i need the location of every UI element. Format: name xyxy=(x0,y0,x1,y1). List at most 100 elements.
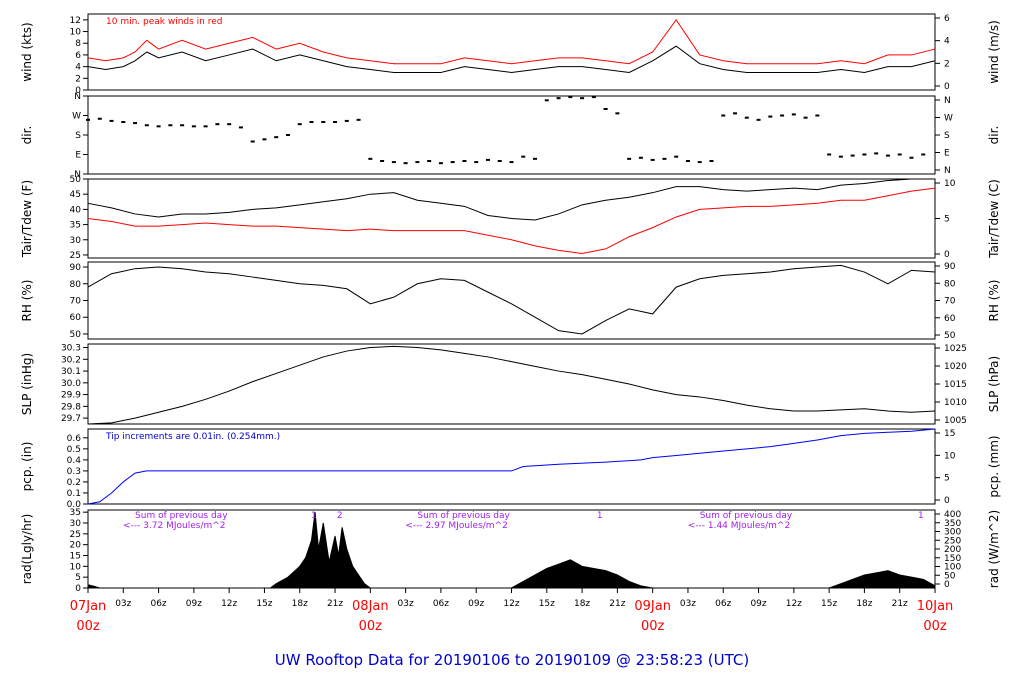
wind-right-tick-label: 4 xyxy=(944,37,950,47)
x-day-hour: 00z xyxy=(923,619,947,634)
dir-point xyxy=(591,96,596,99)
temp-left-tick-label: 40 xyxy=(70,205,82,215)
pcp-left-tick-label: 0.1 xyxy=(67,489,81,499)
rh-right-tick-label: 60 xyxy=(944,314,956,324)
rad-annotation-line2: <--- 1.44 MJoules/m^2 xyxy=(688,521,790,531)
x-hour-label: 06z xyxy=(715,599,731,609)
rad-left-tick-label: 5 xyxy=(75,573,81,583)
dir-point xyxy=(238,126,243,129)
dir-point xyxy=(921,153,926,156)
slp-left-tick-label: 29.9 xyxy=(61,391,81,401)
pcp-left-tick-label: 0.3 xyxy=(67,467,81,477)
wind-left-tick-label: 2 xyxy=(75,74,81,84)
dir-point xyxy=(250,140,255,143)
dir-left-tick-label: N xyxy=(74,170,81,180)
x-day-hour: 00z xyxy=(359,619,383,634)
x-hour-label: 09z xyxy=(186,599,202,609)
dir-right-tick-label: N xyxy=(944,96,951,106)
dir-point xyxy=(780,114,785,117)
rad-annotation-line2: <--- 2.97 MJoules/m^2 xyxy=(405,521,507,531)
x-hour-label: 18z xyxy=(574,599,590,609)
dir-point xyxy=(838,155,843,158)
slp-right-tick-label: 1015 xyxy=(944,380,967,390)
pcp-panel-frame xyxy=(87,428,936,505)
x-hour-label: 21z xyxy=(892,599,908,609)
dir-point xyxy=(685,160,690,162)
rad-right-tick-label: 100 xyxy=(944,563,961,573)
dir-point xyxy=(862,153,867,156)
dir-point xyxy=(144,124,149,127)
rad-annotation-line1: Sum of previous day xyxy=(700,511,793,521)
x-hour-label: 12z xyxy=(503,599,519,609)
x-hour-label: 12z xyxy=(221,599,237,609)
dir-point xyxy=(885,154,890,157)
slp-panel-frame xyxy=(87,343,936,425)
dir-point xyxy=(227,123,232,126)
temp-series-0 xyxy=(87,178,935,221)
dir-point xyxy=(733,112,738,115)
dir-point xyxy=(568,96,573,99)
dir-point xyxy=(615,112,620,115)
slp-ylabel-right: SLP (hPa) xyxy=(987,356,1001,412)
pcp-left-tick-label: 0.5 xyxy=(67,445,81,455)
rad-ylabel-right: rad (W/m^2) xyxy=(987,510,1001,588)
rh-right-tick-label: 50 xyxy=(944,331,956,341)
dir-point xyxy=(533,157,538,160)
figure-title: UW Rooftop Data for 20190106 to 20190109… xyxy=(275,651,749,669)
dir-point xyxy=(897,153,902,156)
x-hour-label: 12z xyxy=(786,599,802,609)
dir-point xyxy=(815,114,820,117)
pcp-left-tick-label: 0.0 xyxy=(67,500,82,510)
dir-point xyxy=(580,97,585,100)
rh-left-tick-label: 60 xyxy=(70,313,82,323)
rad-annotation-line2: <--- 3.72 MJoules/m^2 xyxy=(123,521,225,531)
pcp-right-tick-label: 10 xyxy=(944,451,956,461)
dir-point xyxy=(556,97,561,100)
dir-point xyxy=(203,125,208,128)
dir-point xyxy=(97,117,102,120)
temp-ylabel-left: Tair/Tdew (F) xyxy=(20,180,34,258)
slp-right-tick-label: 1010 xyxy=(944,398,967,408)
rad-annotation-line1: Sum of previous day xyxy=(417,511,510,521)
x-hour-label: 21z xyxy=(609,599,625,609)
dir-point xyxy=(709,160,714,162)
dir-point xyxy=(474,161,479,164)
temp-left-tick-label: 30 xyxy=(70,236,82,246)
x-hour-label: 06z xyxy=(150,599,166,609)
pcp-left-tick-label: 0.2 xyxy=(67,478,81,488)
x-hour-label: 21z xyxy=(327,599,343,609)
slp-left-tick-label: 29.7 xyxy=(61,414,81,424)
dir-point xyxy=(121,121,126,123)
dir-point xyxy=(485,158,490,161)
pcp-right-tick-label: 5 xyxy=(944,474,950,484)
rh-series-0 xyxy=(87,264,936,335)
wind-left-tick-label: 12 xyxy=(70,16,81,26)
dir-left-tick-label: N xyxy=(74,92,81,102)
dir-point xyxy=(133,122,138,125)
rad-left-tick-label: 0 xyxy=(75,584,81,594)
x-day-date: 07Jan xyxy=(70,599,107,614)
pcp-ylabel-left: pcp. (in) xyxy=(20,442,34,492)
temp-left-tick-label: 45 xyxy=(70,190,81,200)
dir-point xyxy=(462,160,467,162)
dir-point xyxy=(662,157,667,160)
rh-ylabel-left: RH (%) xyxy=(20,280,34,322)
pcp-left-tick-label: 0.6 xyxy=(67,434,82,444)
temp-right-tick-label: 0 xyxy=(944,250,950,260)
rad-marker: 1 xyxy=(597,511,603,521)
temp-ylabel-right: Tair/Tdew (C) xyxy=(987,179,1001,259)
x-day-date: 09Jan xyxy=(634,599,671,614)
rad-right-tick-label: 350 xyxy=(944,519,961,529)
x-hour-label: 06z xyxy=(433,599,449,609)
rad-right-tick-label: 400 xyxy=(944,510,961,520)
dir-point xyxy=(168,124,173,127)
dir-point xyxy=(497,160,502,162)
rh-right-tick-label: 80 xyxy=(944,279,956,289)
dir-left-tick-label: S xyxy=(75,131,81,141)
wind-series-0 xyxy=(87,45,936,73)
dir-point xyxy=(309,121,314,123)
dir-left-tick-label: W xyxy=(72,112,81,122)
temp-right-tick-label: 5 xyxy=(944,215,950,225)
dir-point xyxy=(744,116,749,119)
dir-point xyxy=(627,157,632,160)
